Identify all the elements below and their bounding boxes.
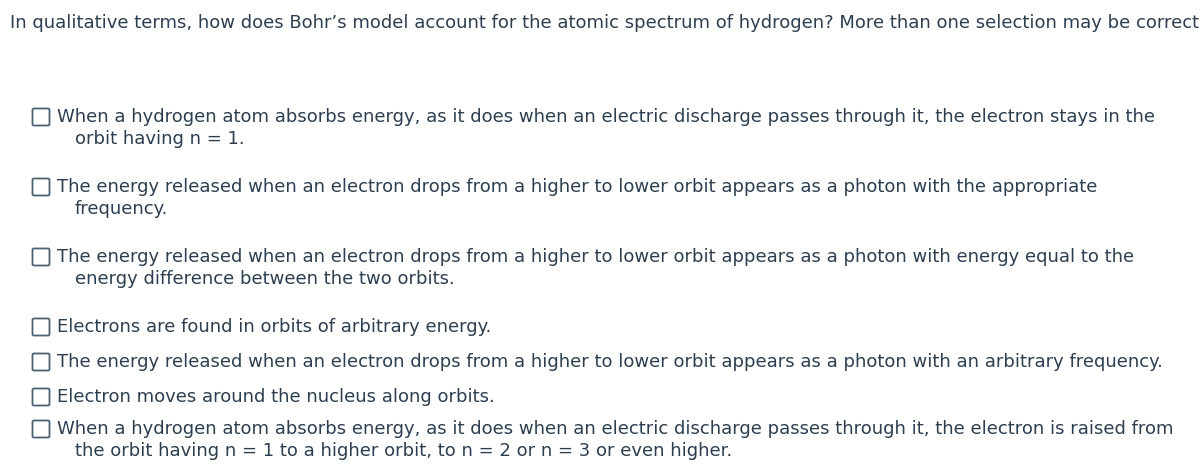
Text: energy difference between the two orbits.: energy difference between the two orbits…	[74, 270, 455, 288]
FancyBboxPatch shape	[32, 179, 49, 195]
Text: Electrons are found in orbits of arbitrary energy.: Electrons are found in orbits of arbitra…	[58, 318, 491, 336]
Text: When a hydrogen atom absorbs energy, as it does when an electric discharge passe: When a hydrogen atom absorbs energy, as …	[58, 420, 1174, 438]
FancyBboxPatch shape	[32, 421, 49, 438]
Text: Electron moves around the nucleus along orbits.: Electron moves around the nucleus along …	[58, 388, 494, 406]
FancyBboxPatch shape	[32, 249, 49, 266]
FancyBboxPatch shape	[32, 354, 49, 371]
Text: frequency.: frequency.	[74, 200, 168, 218]
Text: In qualitative terms, how does Bohr’s model account for the atomic spectrum of h: In qualitative terms, how does Bohr’s mo…	[10, 14, 1200, 32]
FancyBboxPatch shape	[32, 318, 49, 335]
FancyBboxPatch shape	[32, 389, 49, 406]
Text: orbit having n = 1.: orbit having n = 1.	[74, 130, 245, 148]
FancyBboxPatch shape	[32, 108, 49, 125]
Text: The energy released when an electron drops from a higher to lower orbit appears : The energy released when an electron dro…	[58, 178, 1097, 196]
Text: The energy released when an electron drops from a higher to lower orbit appears : The energy released when an electron dro…	[58, 353, 1163, 371]
Text: The energy released when an electron drops from a higher to lower orbit appears : The energy released when an electron dro…	[58, 248, 1134, 266]
Text: the orbit having n = 1 to a higher orbit, to n = 2 or n = 3 or even higher.: the orbit having n = 1 to a higher orbit…	[74, 442, 732, 460]
Text: When a hydrogen atom absorbs energy, as it does when an electric discharge passe: When a hydrogen atom absorbs energy, as …	[58, 108, 1154, 126]
